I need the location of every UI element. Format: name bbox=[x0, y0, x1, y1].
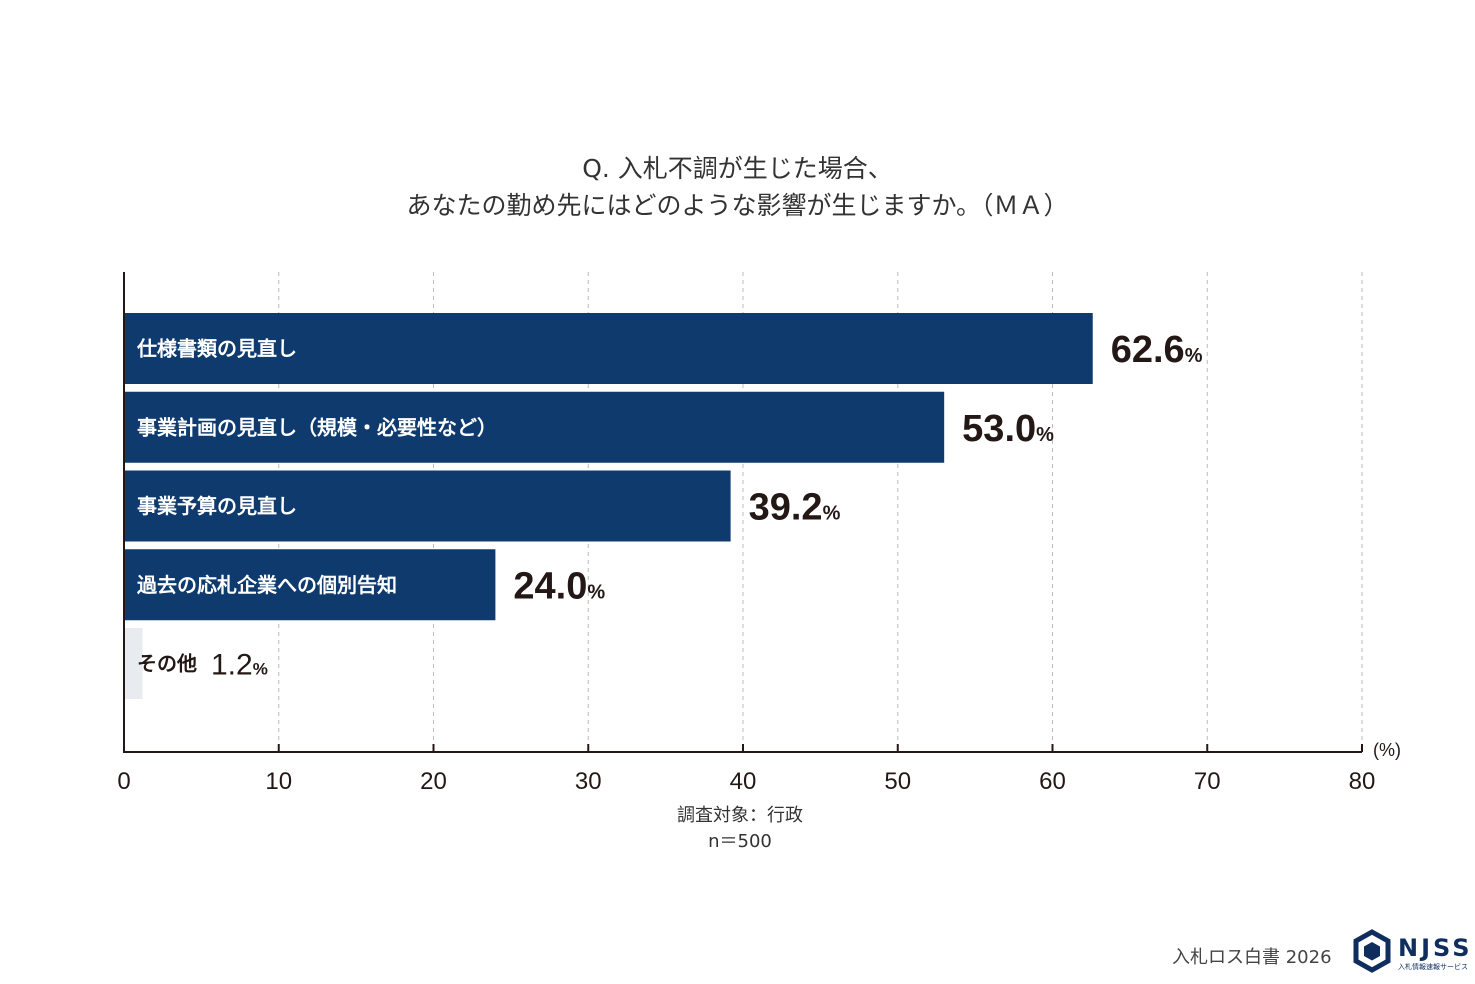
value-label-2: 39.2% bbox=[749, 487, 841, 529]
value-label-3: 24.0% bbox=[513, 565, 605, 607]
category-label-3: 過去の応札企業への個別告知 bbox=[137, 573, 397, 597]
value-number-0: 62.6 bbox=[1111, 329, 1185, 371]
logo-subtitle: 入札情報速報サービス bbox=[1398, 963, 1468, 971]
value-number-1: 53.0 bbox=[962, 408, 1036, 450]
value-number-3: 24.0 bbox=[513, 565, 587, 607]
chart-title-line-1: Q. 入札不調が生じた場合、 bbox=[582, 154, 893, 183]
x-tick-label-4: 40 bbox=[730, 768, 757, 795]
bar-2 bbox=[124, 470, 731, 542]
category-label-4: その他 bbox=[137, 652, 197, 676]
value-suffix-2: % bbox=[823, 503, 841, 525]
bar-0 bbox=[124, 313, 1093, 384]
x-tick-label-6: 60 bbox=[1039, 768, 1066, 795]
chart-title-line-2: あなたの勤め先にはどのような影響が生じますか。（ＭＡ） bbox=[406, 191, 1069, 220]
x-tick-label-5: 50 bbox=[884, 768, 911, 795]
value-number-2: 39.2 bbox=[749, 487, 823, 529]
survey-target: 調査対象：行政 bbox=[677, 805, 803, 826]
value-suffix-4: % bbox=[253, 659, 268, 678]
value-suffix-3: % bbox=[587, 581, 605, 603]
x-tick-label-3: 30 bbox=[575, 768, 602, 795]
x-tick-label-2: 20 bbox=[420, 768, 447, 795]
bar-3 bbox=[124, 549, 496, 621]
value-label-4: 1.2% bbox=[211, 648, 268, 681]
value-number-4: 1.2 bbox=[211, 648, 253, 681]
x-tick-label-0: 0 bbox=[117, 768, 130, 795]
category-label-2: 事業予算の見直し bbox=[137, 494, 297, 518]
x-tick-label-8: 80 bbox=[1349, 768, 1376, 795]
njss-logo: NJSS 入札情報速報サービス bbox=[1352, 928, 1470, 976]
x-tick-label-1: 10 bbox=[265, 768, 292, 795]
value-suffix-1: % bbox=[1036, 424, 1054, 446]
chart-title: Q. 入札不調が生じた場合、 あなたの勤め先にはどのような影響が生じますか。（Ｍ… bbox=[0, 150, 1475, 224]
bar-1 bbox=[124, 391, 945, 463]
x-tick-label-7: 70 bbox=[1194, 768, 1221, 795]
value-label-0: 62.6% bbox=[1111, 329, 1203, 371]
category-label-0: 仕様書類の見直し bbox=[136, 337, 297, 361]
logo-word: NJSS bbox=[1398, 934, 1473, 962]
category-label-1: 事業計画の見直し（規模・必要性など） bbox=[137, 415, 497, 439]
value-label-1: 53.0% bbox=[962, 408, 1054, 450]
value-suffix-0: % bbox=[1185, 345, 1203, 367]
bar-4 bbox=[124, 628, 143, 699]
survey-footnote: 調査対象：行政 n＝500 bbox=[620, 803, 860, 855]
sample-size: n＝500 bbox=[708, 831, 772, 852]
njss-logo-icon bbox=[1353, 929, 1391, 973]
x-axis-unit: (%) bbox=[1373, 740, 1401, 760]
report-name: 入札ロス白書 2026 bbox=[1172, 947, 1332, 968]
